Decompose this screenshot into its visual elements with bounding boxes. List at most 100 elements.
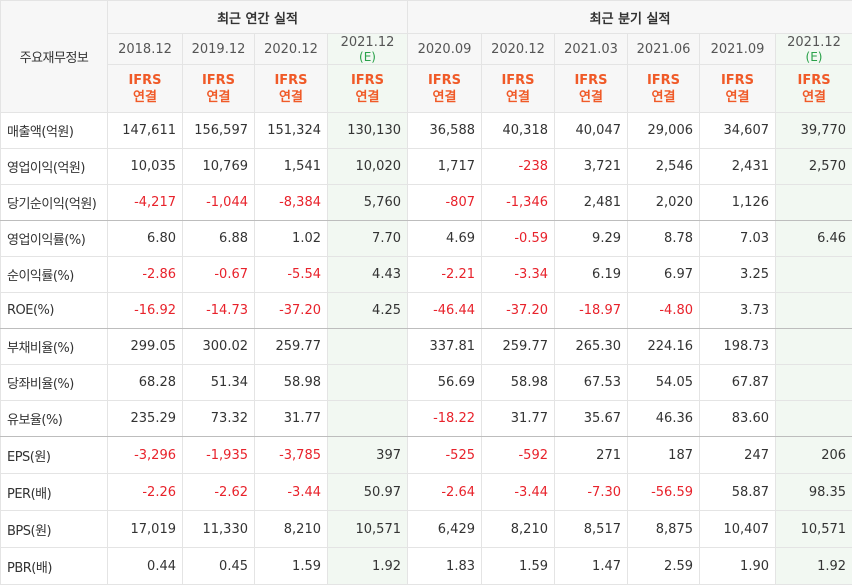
table-cell: 259.77: [481, 328, 555, 365]
table-cell: 259.77: [254, 328, 328, 365]
table-cell: 56.69: [407, 364, 482, 401]
table-cell: -2.62: [182, 473, 255, 511]
table-cell: 151,324: [254, 112, 328, 149]
table-cell: -14.73: [182, 292, 255, 329]
row-label: PER(배): [0, 473, 108, 511]
ifrs-consolidated-label: IFRS 연결: [627, 64, 700, 113]
period-header: 2021.12 (E): [327, 33, 408, 65]
ifrs-header-row: IFRS 연결 IFRS 연결 IFRS 연결 IFRS 연결 IFRS 연결 IFRS 연결 IFRS…: [1, 64, 852, 113]
table-cell: 35.67: [554, 400, 628, 437]
table-cell: 7.03: [699, 220, 776, 257]
table-cell: 2,020: [627, 184, 700, 221]
table-cell: [774, 400, 852, 437]
period-header: 2018.12: [107, 33, 183, 65]
table-cell: -18.22: [407, 400, 482, 437]
table-cell: [774, 328, 852, 365]
table-cell: 6.97: [627, 256, 700, 293]
consolidated-label: 연결: [279, 89, 303, 105]
quarter-group-header: 최근 분기 실적: [406, 0, 852, 34]
ifrs-consolidated-label: IFRS 연결: [327, 64, 408, 113]
table-cell: 98.35: [774, 473, 852, 511]
table-cell: -1,935: [182, 436, 255, 474]
table-cell: 206: [774, 436, 852, 474]
table-cell: 187: [627, 436, 700, 474]
table-cell: 337.81: [407, 328, 482, 365]
table-row: 영업이익률(%) 6.80 6.88 1.02 7.70 4.69 -0.59 9.29 8.7…: [0, 220, 852, 257]
table-cell: [327, 400, 408, 437]
table-cell: 4.69: [407, 220, 482, 257]
table-cell: 40,047: [554, 112, 628, 149]
table-cell: [774, 256, 852, 293]
period-label: 2021.09: [710, 42, 765, 57]
table-cell: 8.78: [627, 220, 700, 257]
table-cell: 17,019: [107, 510, 183, 548]
table-cell: 50.97: [327, 473, 408, 511]
table-cell: 3.73: [699, 292, 776, 329]
consolidated-label: 연결: [432, 89, 457, 105]
table-cell: 68.28: [107, 364, 183, 401]
table-cell: -2.26: [107, 473, 183, 511]
table-cell: 67.53: [554, 364, 628, 401]
table-cell: 11,330: [182, 510, 255, 548]
consolidated-label: 연결: [579, 89, 603, 105]
ifrs-label: IFRS: [350, 72, 385, 88]
table-row: 순이익률(%) -2.86 -0.67 -5.54 4.43 -2.21 -3.34 6.19…: [0, 256, 852, 293]
table-cell: 247: [699, 436, 776, 474]
table-cell: 271: [554, 436, 628, 474]
table-row: PBR(배) 0.44 0.45 1.59 1.92 1.83 1.59 1.47 2.59 1.…: [0, 547, 852, 585]
table-cell: 3,721: [554, 148, 628, 185]
table-cell: 6.80: [107, 220, 183, 257]
ifrs-label: IFRS: [128, 72, 162, 88]
table-cell: 4.43: [327, 256, 408, 293]
row-label: ROE(%): [0, 292, 108, 329]
period-label: 2020.09: [417, 42, 472, 57]
estimate-marker: (E): [359, 50, 376, 64]
table-cell: 58.98: [481, 364, 555, 401]
table-cell: 58.98: [254, 364, 328, 401]
table-cell: -18.97: [554, 292, 628, 329]
period-label: 2021.06: [636, 42, 691, 57]
ifrs-label: IFRS: [574, 72, 608, 88]
table-cell: 2,481: [554, 184, 628, 221]
table-cell: -238: [481, 148, 555, 185]
table-cell: -3.34: [481, 256, 555, 293]
table-header: 주요재무정보 최근 연간 실적 최근 분기 실적 2018.12 2019.12 2…: [0, 0, 852, 113]
table-cell: 7.70: [327, 220, 408, 257]
table-cell: 1.02: [254, 220, 328, 257]
table-cell: -37.20: [254, 292, 328, 329]
table-cell: -7.30: [554, 473, 628, 511]
consolidated-label: 연결: [206, 89, 231, 105]
table-cell: 0.44: [107, 547, 183, 585]
ifrs-consolidated-label: IFRS 연결: [481, 64, 555, 113]
table-cell: -1,346: [481, 184, 555, 221]
table-cell: 2.59: [627, 547, 700, 585]
table-cell: 10,571: [327, 510, 408, 548]
table-cell: -3.44: [254, 473, 328, 511]
period-header: 2021.12 (E): [774, 33, 852, 65]
table-cell: [774, 292, 852, 329]
table-row: PER(배) -2.26 -2.62 -3.44 50.97 -2.64 -3.44 -7.3…: [0, 473, 852, 511]
period-header: 2020.12: [481, 33, 555, 65]
table-cell: 36,588: [407, 112, 482, 149]
table-cell: -3,785: [254, 436, 328, 474]
consolidated-label: 연결: [506, 89, 530, 105]
table-cell: 10,769: [182, 148, 255, 185]
table-cell: -8,384: [254, 184, 328, 221]
table-cell: 0.45: [182, 547, 255, 585]
table-cell: [774, 184, 852, 221]
table-cell: -4,217: [107, 184, 183, 221]
ifrs-label: IFRS: [427, 72, 462, 88]
table-cell: 299.05: [107, 328, 183, 365]
table-row: EPS(원) -3,296 -1,935 -3,785 397 -525 -592 271 18…: [0, 436, 852, 474]
ifrs-label: IFRS: [797, 72, 831, 88]
period-header-row: 2018.12 2019.12 2020.12 2021.12 (E) 2020.09 20…: [1, 33, 852, 65]
period-label: 2018.12: [118, 42, 172, 57]
table-cell: 1,126: [699, 184, 776, 221]
table-row: BPS(원) 17,019 11,330 8,210 10,571 6,429 8,210 8…: [0, 510, 852, 548]
table-cell: 1.92: [327, 547, 408, 585]
ifrs-label: IFRS: [720, 72, 755, 88]
table-cell: 83.60: [699, 400, 776, 437]
ifrs-consolidated-label: IFRS 연결: [774, 64, 852, 113]
table-cell: -2.21: [407, 256, 482, 293]
ifrs-label: IFRS: [646, 72, 681, 88]
